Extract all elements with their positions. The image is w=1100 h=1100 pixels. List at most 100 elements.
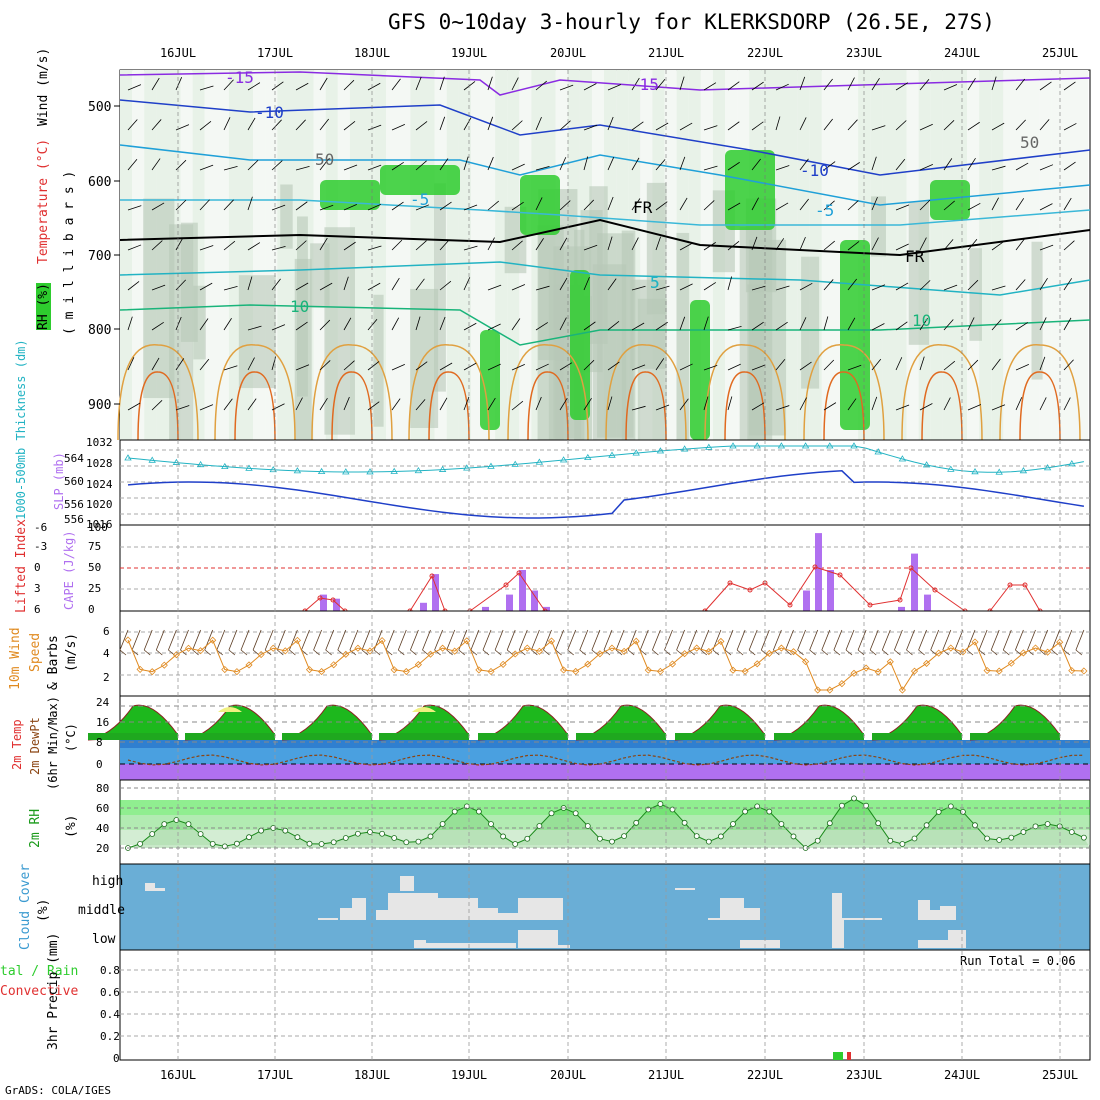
wind-barb bbox=[199, 199, 210, 211]
wind-barb bbox=[607, 84, 622, 91]
wind10-barb bbox=[180, 649, 187, 656]
rh2m-panel: 80 60 40 20 bbox=[96, 779, 1091, 865]
wind-barb bbox=[799, 397, 807, 411]
wind-barb bbox=[343, 79, 355, 91]
wind10-barb bbox=[240, 629, 250, 651]
temp-tick: 8 bbox=[96, 736, 103, 749]
temp2m-panel: 24 16 8 0 bbox=[87, 695, 1091, 781]
wind-barb bbox=[367, 282, 381, 291]
wind-barb bbox=[295, 165, 310, 171]
wind-barb bbox=[1039, 244, 1054, 251]
wind-barb bbox=[511, 318, 521, 331]
rh-marker bbox=[149, 831, 156, 837]
wind10-barb bbox=[954, 629, 964, 651]
wind10-marker bbox=[596, 650, 604, 658]
rh-marker bbox=[367, 829, 373, 835]
thickness-marker bbox=[559, 456, 568, 463]
wind10-barb bbox=[410, 629, 419, 651]
lifted-index-marker bbox=[429, 573, 435, 579]
wind-barb bbox=[439, 362, 453, 371]
wind-barb bbox=[247, 82, 261, 91]
wind-barb bbox=[511, 284, 526, 291]
contour-10 bbox=[119, 304, 1091, 346]
wind-barb bbox=[871, 323, 885, 331]
wind-barb bbox=[319, 77, 328, 91]
wind-barb bbox=[391, 124, 405, 131]
wind10-barb bbox=[821, 649, 829, 656]
wind-barb bbox=[847, 278, 857, 291]
wind-barb bbox=[775, 285, 790, 291]
wind-barb bbox=[1063, 161, 1076, 171]
wind10-barb bbox=[640, 649, 647, 656]
wind-barb bbox=[775, 202, 789, 211]
thickness-marker bbox=[995, 468, 1003, 475]
wind10-barb bbox=[119, 649, 127, 656]
lifted-index-segment bbox=[304, 597, 346, 612]
wind10-barb bbox=[361, 629, 371, 651]
wind10-marker bbox=[765, 649, 773, 658]
wind10-barb bbox=[301, 649, 308, 656]
wind-barb bbox=[583, 199, 595, 211]
wind-barb bbox=[1063, 197, 1072, 211]
cloud-bar bbox=[155, 888, 165, 891]
rh-cell bbox=[1039, 70, 1052, 440]
wind10-barb bbox=[313, 649, 320, 656]
wind-barb bbox=[487, 363, 501, 371]
rh-marker bbox=[197, 831, 204, 837]
temp-hot bbox=[412, 707, 436, 712]
wind-barb bbox=[967, 317, 975, 331]
wind-barb bbox=[223, 240, 236, 251]
wind-barb bbox=[871, 125, 886, 131]
wind-barb bbox=[247, 117, 256, 131]
rh-marker bbox=[972, 822, 978, 829]
pressure-tick-label: 700 bbox=[88, 249, 111, 264]
rh-marker bbox=[1032, 823, 1039, 830]
wind10-marker bbox=[983, 666, 991, 675]
wind-barb bbox=[175, 358, 185, 371]
wind10-barb bbox=[579, 629, 589, 651]
wind-barb bbox=[463, 245, 478, 251]
contour-label: -5 bbox=[815, 201, 834, 220]
wind-barb bbox=[319, 158, 329, 171]
rh-cell bbox=[930, 70, 943, 440]
wind-barb bbox=[583, 83, 597, 91]
wind-barb bbox=[559, 157, 567, 171]
wind-barb bbox=[967, 238, 978, 251]
wind-barb bbox=[847, 364, 862, 371]
wind10-marker bbox=[366, 647, 374, 655]
wind10-barb bbox=[1063, 629, 1073, 651]
thickness-ticks: 564 560 556 556 1032 1028 1024 1020 1016 bbox=[64, 436, 113, 531]
wind-barb bbox=[703, 282, 717, 291]
rh-marker bbox=[621, 833, 627, 839]
rh-marker bbox=[960, 809, 966, 815]
cloud-bar bbox=[518, 930, 558, 948]
wind-barb bbox=[271, 278, 281, 291]
wind-barb bbox=[775, 238, 785, 251]
wind-barb bbox=[487, 76, 493, 91]
rh-marker bbox=[233, 840, 240, 847]
wind10-marker bbox=[136, 665, 144, 673]
cloud-bar bbox=[720, 898, 744, 920]
wind10-marker bbox=[184, 644, 193, 652]
wind-barb bbox=[895, 158, 906, 171]
wind-barb bbox=[583, 124, 598, 131]
wind-barb bbox=[367, 203, 381, 211]
wind-barb bbox=[799, 76, 806, 91]
wind-barb bbox=[343, 204, 357, 211]
wind-barb bbox=[199, 282, 213, 291]
wind10-barb bbox=[1015, 629, 1024, 651]
contour-20 bbox=[234, 371, 276, 441]
wind10-barb bbox=[748, 629, 758, 651]
wind-barb bbox=[463, 117, 472, 131]
wind10-marker bbox=[838, 680, 846, 688]
wind-barb bbox=[991, 76, 997, 91]
wind-barb bbox=[535, 322, 548, 331]
wind10-marker bbox=[1080, 667, 1088, 675]
wind10-barb bbox=[519, 649, 526, 656]
cape-bar bbox=[911, 553, 918, 611]
wind10-barb bbox=[869, 649, 877, 656]
thickness-marker bbox=[898, 455, 907, 462]
wind-barb bbox=[295, 201, 308, 211]
thickness-tick: 560 bbox=[64, 475, 84, 488]
